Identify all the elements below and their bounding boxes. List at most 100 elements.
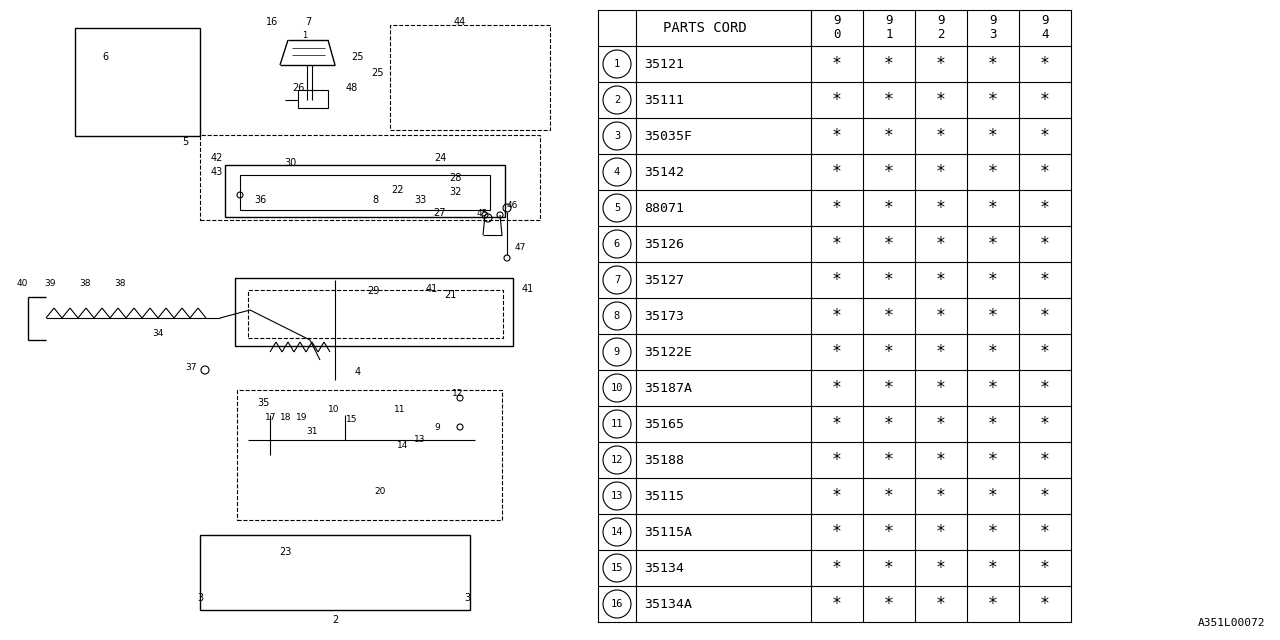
Text: *: * bbox=[832, 523, 842, 541]
Text: *: * bbox=[1039, 559, 1050, 577]
Text: *: * bbox=[1039, 379, 1050, 397]
Text: *: * bbox=[832, 487, 842, 505]
Text: 12: 12 bbox=[611, 455, 623, 465]
Text: 38: 38 bbox=[79, 278, 91, 287]
Text: *: * bbox=[988, 415, 998, 433]
Text: *: * bbox=[832, 199, 842, 217]
Text: *: * bbox=[988, 307, 998, 325]
Text: *: * bbox=[832, 307, 842, 325]
Text: *: * bbox=[1039, 199, 1050, 217]
Text: *: * bbox=[1039, 487, 1050, 505]
Text: 19: 19 bbox=[296, 413, 307, 422]
Bar bbox=[200, 135, 540, 220]
Text: *: * bbox=[936, 415, 946, 433]
Text: 16: 16 bbox=[611, 599, 623, 609]
Bar bbox=[237, 390, 502, 520]
Text: 25: 25 bbox=[371, 68, 384, 78]
Text: 35134A: 35134A bbox=[644, 598, 692, 611]
Text: *: * bbox=[832, 379, 842, 397]
Bar bbox=[225, 165, 506, 217]
Text: *: * bbox=[936, 91, 946, 109]
Text: 15: 15 bbox=[611, 563, 623, 573]
Text: 35188: 35188 bbox=[644, 454, 684, 467]
Text: 45: 45 bbox=[476, 209, 488, 218]
Text: 35035F: 35035F bbox=[644, 129, 692, 143]
Text: 14: 14 bbox=[397, 440, 408, 449]
Text: 30: 30 bbox=[284, 158, 296, 168]
Text: *: * bbox=[988, 91, 998, 109]
Text: 6: 6 bbox=[614, 239, 620, 249]
Text: 15: 15 bbox=[347, 415, 357, 424]
Text: *: * bbox=[936, 271, 946, 289]
Text: 3: 3 bbox=[197, 593, 204, 603]
Text: *: * bbox=[988, 523, 998, 541]
Text: 35126: 35126 bbox=[644, 237, 684, 250]
Text: *: * bbox=[988, 235, 998, 253]
Text: *: * bbox=[884, 55, 893, 73]
Text: 9
2: 9 2 bbox=[937, 15, 945, 42]
Text: *: * bbox=[936, 451, 946, 469]
Text: *: * bbox=[988, 487, 998, 505]
Text: 34: 34 bbox=[152, 330, 164, 339]
Text: *: * bbox=[832, 55, 842, 73]
Text: 47: 47 bbox=[515, 243, 526, 253]
Text: 39: 39 bbox=[45, 278, 56, 287]
Text: 35115A: 35115A bbox=[644, 525, 692, 538]
Text: 2: 2 bbox=[614, 95, 620, 105]
Text: 9
1: 9 1 bbox=[886, 15, 892, 42]
Text: *: * bbox=[884, 595, 893, 613]
Text: *: * bbox=[1039, 415, 1050, 433]
Text: *: * bbox=[884, 307, 893, 325]
Text: *: * bbox=[936, 163, 946, 181]
Text: *: * bbox=[884, 523, 893, 541]
Text: 28: 28 bbox=[449, 173, 461, 183]
Text: 4: 4 bbox=[355, 367, 361, 377]
Text: 10: 10 bbox=[328, 406, 339, 415]
Text: *: * bbox=[884, 559, 893, 577]
Text: *: * bbox=[884, 487, 893, 505]
Text: 3: 3 bbox=[614, 131, 620, 141]
Text: *: * bbox=[988, 199, 998, 217]
Text: 43: 43 bbox=[211, 167, 223, 177]
Text: 1: 1 bbox=[614, 59, 620, 69]
Text: *: * bbox=[1039, 451, 1050, 469]
Text: 13: 13 bbox=[415, 435, 426, 445]
Text: *: * bbox=[988, 595, 998, 613]
Text: *: * bbox=[832, 271, 842, 289]
Text: *: * bbox=[884, 235, 893, 253]
Text: 13: 13 bbox=[611, 491, 623, 501]
Text: *: * bbox=[884, 163, 893, 181]
Text: *: * bbox=[884, 451, 893, 469]
Text: A351L00072: A351L00072 bbox=[1198, 618, 1265, 628]
Text: *: * bbox=[988, 379, 998, 397]
Text: 17: 17 bbox=[265, 413, 276, 422]
Text: *: * bbox=[936, 343, 946, 361]
Text: 8: 8 bbox=[614, 311, 620, 321]
Text: 35121: 35121 bbox=[644, 58, 684, 70]
Bar bbox=[390, 25, 550, 130]
Text: 41: 41 bbox=[426, 284, 438, 294]
Text: *: * bbox=[832, 91, 842, 109]
Text: *: * bbox=[1039, 595, 1050, 613]
Text: *: * bbox=[832, 163, 842, 181]
Text: *: * bbox=[884, 343, 893, 361]
Text: *: * bbox=[884, 127, 893, 145]
Text: *: * bbox=[1039, 91, 1050, 109]
Text: 46: 46 bbox=[507, 200, 517, 209]
Text: 14: 14 bbox=[611, 527, 623, 537]
Text: 42: 42 bbox=[211, 153, 223, 163]
Text: 16: 16 bbox=[266, 17, 278, 27]
Text: *: * bbox=[1039, 235, 1050, 253]
Text: *: * bbox=[832, 451, 842, 469]
Text: *: * bbox=[832, 235, 842, 253]
Text: 4: 4 bbox=[614, 167, 620, 177]
Text: *: * bbox=[884, 379, 893, 397]
Text: 35134: 35134 bbox=[644, 561, 684, 575]
Text: *: * bbox=[936, 235, 946, 253]
Text: *: * bbox=[1039, 523, 1050, 541]
Text: 27: 27 bbox=[434, 208, 447, 218]
Text: 10: 10 bbox=[611, 383, 623, 393]
Text: *: * bbox=[936, 307, 946, 325]
Text: 9
3: 9 3 bbox=[989, 15, 997, 42]
Text: 24: 24 bbox=[434, 153, 447, 163]
